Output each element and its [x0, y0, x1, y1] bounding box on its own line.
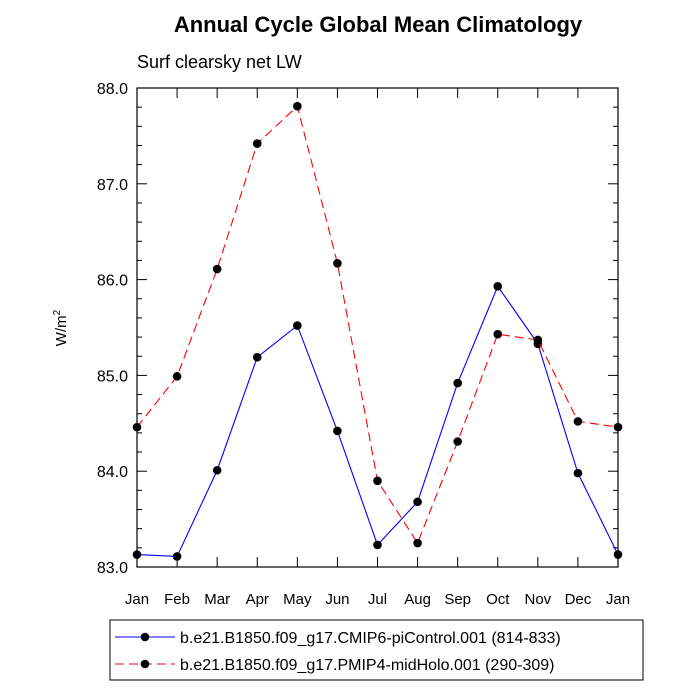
x-tick-label: Oct — [486, 591, 510, 608]
series-1-point — [413, 497, 422, 507]
series-1-point — [172, 552, 182, 561]
series-1-point — [212, 465, 222, 475]
x-tick-label: Feb — [164, 591, 190, 608]
series-1-point — [613, 550, 623, 559]
x-tick-label: Jun — [325, 591, 349, 608]
legend: b.e21.B1850.f09_g17.CMIP6-piControl.001 … — [109, 619, 644, 681]
x-tick-label: Jan — [606, 591, 630, 608]
series-1-point — [293, 321, 302, 330]
y-tick-label: 86.0 — [97, 273, 128, 290]
x-tick-label: Aug — [404, 591, 431, 608]
series-2-point — [212, 264, 222, 274]
series-2-point — [172, 372, 182, 381]
series-1-point — [333, 426, 342, 436]
x-tick-label: Jul — [368, 591, 387, 608]
y-tick-label: 88.0 — [97, 81, 128, 98]
series-2-point — [293, 101, 302, 111]
y-tick-label: 87.0 — [97, 177, 128, 194]
plot-frame — [136, 87, 619, 568]
x-tick-label: Apr — [246, 591, 269, 608]
legend-label-2: b.e21.B1850.f09_g17.PMIP4-midHolo.001 (2… — [180, 657, 554, 674]
legend-label-1: b.e21.B1850.f09_g17.CMIP6-piControl.001 … — [180, 630, 561, 647]
series-2-point — [333, 259, 342, 268]
series-2-point — [573, 417, 583, 426]
x-tick-label: May — [283, 591, 312, 608]
x-tick-label: Mar — [204, 591, 230, 608]
legend-box — [109, 619, 644, 681]
y-axis-label-exponent: 2 — [52, 309, 63, 315]
y-tick-label: 83.0 — [97, 560, 128, 577]
series-2-point — [132, 422, 142, 432]
y-axis-label-base: W/m — [53, 315, 70, 346]
x-tick-label: Sep — [444, 591, 471, 608]
y-tick-label: 85.0 — [97, 368, 128, 385]
y-axis-label: W/m2 — [52, 309, 70, 346]
series-2-point — [453, 437, 462, 446]
x-tick-label: Dec — [565, 591, 592, 608]
series-1-point — [132, 550, 142, 559]
chart-subtitle: Surf clearsky net LW — [137, 52, 302, 72]
series-2-point — [373, 476, 382, 486]
x-tick-label: Jan — [125, 591, 149, 608]
legend-marker-1 — [140, 632, 150, 642]
chart-title: Annual Cycle Global Mean Climatology — [174, 12, 583, 37]
series-1-point — [373, 540, 382, 550]
legend-marker-2 — [140, 659, 150, 669]
series-2-point — [613, 422, 623, 432]
plot-area: 83.0 84.0 85.0 86.0 87.0 88.0 Jan Feb Mar Apr May J… — [97, 81, 630, 608]
series-2-point — [493, 329, 503, 339]
y-tick-label: 84.0 — [97, 464, 128, 481]
series-1-point — [493, 282, 503, 291]
series-2-point — [252, 139, 262, 148]
series-line-1 — [136, 285, 619, 558]
series-2-point — [413, 538, 422, 548]
series-1-point — [453, 378, 462, 388]
x-tick-label: Nov — [524, 591, 551, 608]
series-2-point — [533, 335, 543, 345]
series-1-point — [252, 352, 262, 362]
series-1-point — [573, 468, 583, 478]
